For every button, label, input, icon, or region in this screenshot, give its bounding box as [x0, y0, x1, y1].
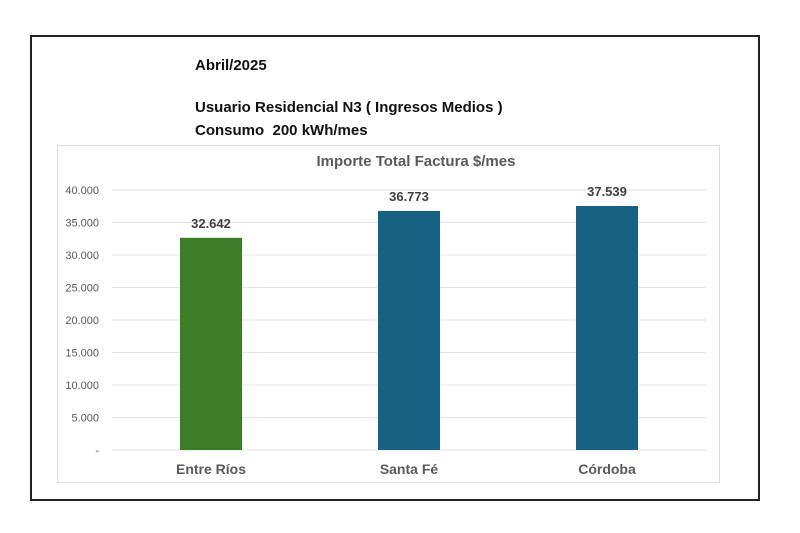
period-label: Abril/2025 — [195, 57, 267, 74]
y-tick-label: 5.000 — [71, 413, 99, 425]
user-type-label: Usuario Residencial N3 ( Ingresos Medios… — [195, 99, 503, 116]
bar-0 — [180, 237, 242, 450]
y-tick-label: 25.000 — [65, 283, 99, 295]
data-label: 32.642 — [191, 216, 231, 231]
bar-1 — [378, 210, 440, 450]
data-label: 36.773 — [389, 189, 429, 204]
data-label: 37.539 — [587, 184, 627, 199]
y-tick-label: 15.000 — [65, 348, 99, 360]
y-tick-label: 20.000 — [65, 315, 99, 327]
y-tick-label: 30.000 — [65, 250, 99, 262]
bar-2 — [576, 205, 638, 450]
y-tick-label: 10.000 — [65, 380, 99, 392]
x-tick-label: Córdoba — [578, 461, 636, 477]
chart-title: Importe Total Factura $/mes — [317, 153, 516, 170]
consumption-label: Consumo 200 kWh/mes — [195, 122, 368, 139]
y-tick-label: - — [95, 445, 99, 457]
chart-area — [57, 145, 720, 483]
x-tick-label: Santa Fé — [380, 461, 439, 477]
x-tick-label: Entre Ríos — [176, 461, 246, 477]
y-tick-label: 35.000 — [65, 218, 99, 230]
chart-frame — [30, 35, 760, 501]
y-tick-label: 40.000 — [65, 185, 99, 197]
